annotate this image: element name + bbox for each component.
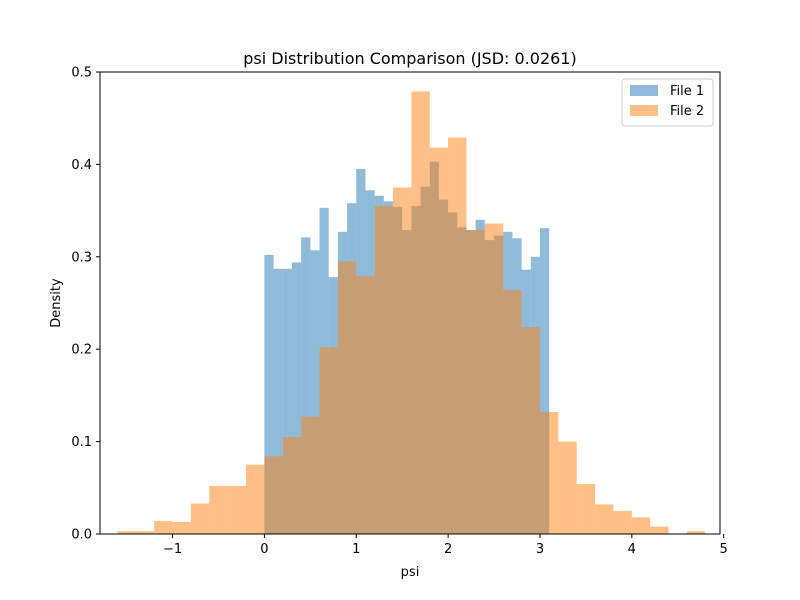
x-tick-label: 2: [444, 542, 452, 557]
bar-file-2: [484, 223, 504, 534]
y-axis-label: Density: [49, 278, 64, 328]
bar-file-2: [613, 510, 632, 534]
y-tick-label: 0.1: [71, 435, 92, 450]
bar-file-1: [301, 237, 311, 534]
bar-file-1: [273, 268, 283, 534]
x-tick-label: 3: [536, 542, 544, 557]
ticks-layer: −1 0 1 2 3 4 5 0.0 0.1 0.2 0.3 0.4 0.5: [71, 66, 728, 558]
y-tick-label: 0.5: [71, 66, 92, 81]
legend-label-file-1: File 1: [670, 84, 704, 99]
bar-file-2: [576, 484, 596, 534]
bar-file-2: [558, 441, 577, 534]
bar-file-2: [117, 531, 136, 534]
bar-file-2: [650, 526, 669, 534]
bar-file-2: [172, 521, 191, 534]
bar-file-2: [227, 485, 247, 534]
bar-file-2: [411, 91, 430, 535]
bar-file-2: [595, 504, 614, 534]
bar-file-2: [246, 464, 265, 534]
y-tick-label: 0.3: [71, 250, 92, 265]
x-tick-label: −1: [163, 542, 182, 557]
bar-file-2: [282, 436, 302, 534]
bar-file-2: [429, 147, 449, 534]
legend-swatch-file-1: [630, 85, 658, 96]
bar-file-1: [291, 262, 302, 534]
bar-file-2: [466, 230, 485, 534]
bar-file-1: [282, 268, 292, 534]
bar-file-2: [154, 521, 173, 534]
x-tick-label: 5: [720, 542, 728, 557]
bar-file-2: [631, 517, 651, 534]
bar-file-2: [686, 531, 706, 534]
legend: File 1 File 2: [621, 78, 714, 127]
x-tick-label: 1: [352, 542, 360, 557]
y-tick-label: 0.4: [71, 158, 92, 173]
bars-layer: [117, 91, 706, 535]
bar-file-2: [448, 137, 467, 534]
bar-file-1: [264, 254, 274, 534]
bar-file-2: [319, 347, 338, 534]
bar-file-2: [209, 485, 228, 534]
bar-file-1: [539, 228, 550, 534]
bar-file-2: [337, 261, 357, 534]
legend-label-file-2: File 2: [670, 104, 704, 119]
bar-file-2: [356, 276, 375, 534]
axes-frame: [99, 71, 721, 535]
chart-title: psi Distribution Comparison (JSD: 0.0261…: [243, 49, 576, 68]
bar-file-2: [393, 187, 412, 534]
x-tick-label: 4: [628, 542, 636, 557]
bar-file-2: [190, 503, 210, 534]
legend-swatch-file-2: [630, 105, 658, 116]
bar-file-2: [521, 327, 540, 534]
bar-file-2: [135, 531, 155, 534]
x-axis-label: psi: [401, 565, 420, 580]
bar-file-2: [539, 412, 559, 534]
y-tick-label: 0.0: [71, 528, 92, 543]
y-tick-label: 0.2: [71, 343, 92, 358]
bar-file-2: [503, 290, 522, 534]
bar-file-2: [374, 205, 394, 535]
x-tick-label: 0: [260, 542, 268, 557]
bar-file-2: [264, 456, 283, 534]
bar-file-2: [301, 416, 320, 534]
bar-file-1: [310, 250, 320, 534]
